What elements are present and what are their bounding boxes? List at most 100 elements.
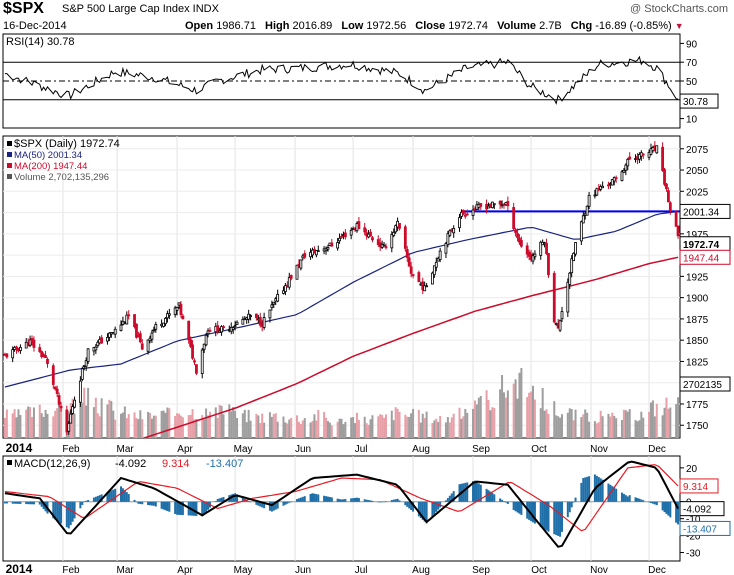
volume-bar (437, 421, 440, 438)
volume-bar (634, 420, 637, 438)
macd-histogram-bar (661, 501, 664, 511)
volume-bar (326, 421, 329, 438)
volume-bar (272, 414, 275, 438)
chg-value: -16.89 (-0.85%) (595, 20, 672, 32)
macd-histogram-bar (69, 501, 72, 526)
macd-histogram-bar (15, 501, 18, 504)
volume-bar (193, 419, 196, 438)
candle-body (349, 229, 353, 236)
macd-histogram-bar (622, 493, 625, 502)
candle-body (392, 232, 396, 236)
candle-body (343, 232, 347, 238)
candle-body (610, 179, 614, 186)
candle-body (179, 304, 183, 315)
macd-x-tick: Mar (117, 565, 135, 575)
volume-bar (71, 398, 74, 438)
volume-bar (365, 423, 368, 438)
macd-histogram-bar (191, 501, 194, 516)
volume-bar (392, 420, 395, 438)
volume-bar (112, 410, 115, 438)
volume-bar (119, 413, 122, 438)
macd-histogram-bar (174, 501, 177, 514)
volume-bar (446, 417, 449, 438)
macd-histogram-bar (458, 484, 461, 502)
candle-body (407, 257, 411, 267)
volume-bar (207, 415, 210, 438)
volume-bar (489, 410, 492, 438)
candle-body (55, 388, 59, 394)
macd-histogram-bar (408, 501, 411, 509)
rsi-last-value-box (679, 93, 719, 109)
macd-x-tick: Oct (531, 565, 547, 575)
volume-bar (168, 408, 171, 438)
price-y-tick: 1875 (686, 315, 709, 326)
volume-bar (44, 409, 47, 438)
volume-bar (205, 408, 208, 438)
volume-bar (506, 390, 509, 438)
volume-bar (303, 418, 306, 438)
macd-histogram-bar (328, 497, 331, 502)
macd-histogram-bar (160, 501, 163, 509)
candle-body (140, 343, 144, 350)
macd-legend-title: MACD(12,26,9) (14, 458, 90, 470)
macd-histogram-bar (313, 493, 316, 502)
volume-bar (628, 409, 631, 438)
volume-bar (464, 408, 467, 438)
volume-bar (475, 404, 478, 438)
macd-histogram-bar (52, 501, 55, 519)
volume-bar (547, 413, 550, 438)
macd-histogram-bar (65, 501, 68, 528)
volume-bar (243, 409, 246, 438)
candle-body (446, 233, 450, 246)
macd-histogram-bar (92, 497, 95, 502)
volume-bar (663, 407, 666, 438)
volume-bar (444, 422, 447, 438)
macd-histogram-bar (168, 501, 171, 512)
candle-body (80, 368, 84, 380)
macd-histogram-bar (40, 501, 43, 507)
volume-bar (651, 400, 654, 438)
volume-bar (38, 404, 41, 438)
candle-body (394, 225, 398, 233)
candle-body (46, 358, 49, 364)
volume-bar (620, 420, 623, 438)
volume-bar (555, 415, 558, 438)
candle-body (585, 205, 589, 216)
candle-body (32, 339, 36, 348)
macd-x-tick: Jul (355, 565, 368, 575)
macd-histogram-bar (377, 501, 380, 503)
macd-histogram-bar (67, 501, 70, 529)
volume-bar (40, 413, 43, 438)
volume-bar (135, 418, 138, 438)
volume-bar (404, 414, 407, 438)
macd-histogram-bar (112, 489, 115, 502)
volume-bar (516, 398, 519, 438)
candle-body (558, 320, 562, 331)
volume-bar (342, 424, 345, 438)
candle-body (67, 422, 71, 432)
volume-bar (299, 423, 302, 438)
volume-bar (460, 418, 463, 438)
volume-bar (96, 413, 99, 438)
volume-bar (288, 419, 291, 438)
candle-body (531, 255, 535, 262)
volume-bar (419, 422, 422, 438)
macd-line (4, 460, 679, 548)
macd-histogram-bar (547, 501, 550, 532)
macd-histogram-bar (261, 501, 264, 508)
volume-bar (526, 397, 529, 438)
macd-x-tick: Nov (590, 565, 608, 575)
candle-body (86, 348, 90, 362)
macd-histogram-bar (311, 493, 314, 502)
volume-bar (284, 422, 287, 438)
macd-histogram-bar (139, 501, 142, 504)
macd-histogram-bar (580, 482, 583, 502)
volume-bar (367, 424, 370, 438)
macd-histogram-bar (27, 501, 30, 505)
macd-histogram-bar (127, 494, 130, 502)
volume-bar (661, 415, 664, 438)
volume-value: 2.7B (539, 20, 562, 32)
volume-bar (123, 406, 126, 438)
macd-histogram-bar (568, 501, 571, 513)
candle-body (106, 337, 109, 342)
